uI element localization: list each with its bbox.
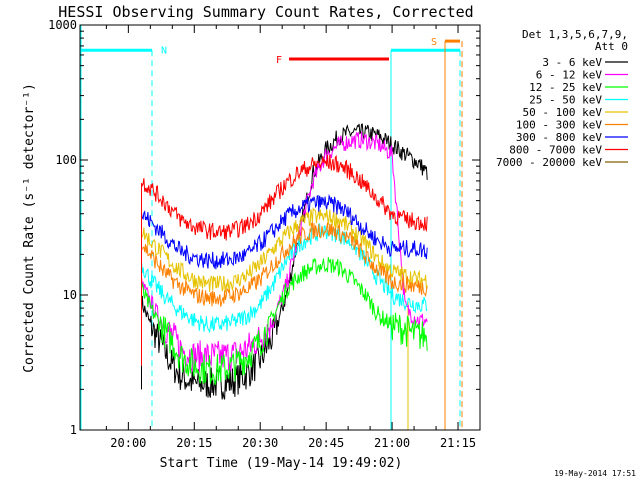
legend-label: 7000 - 20000 keV — [496, 156, 602, 169]
legend-label: 12 - 25 keV — [529, 81, 602, 94]
y-tick-label: 100 — [55, 153, 77, 167]
x-axis: 20:00 20:15 20:30 20:45 21:00 21:15 — [105, 25, 476, 450]
series-line — [141, 256, 428, 386]
x-axis-label: Start Time (19-May-14 19:49:02) — [160, 456, 403, 471]
legend-label: 50 - 100 keV — [523, 106, 603, 119]
saa-label: S — [431, 37, 437, 48]
y-tick-label: 10 — [63, 288, 77, 302]
legend-label: 300 - 800 keV — [516, 131, 602, 144]
y-axis-label: Corrected Count Rate (s⁻¹ detector⁻¹) — [22, 83, 37, 373]
y-axis: 1 10 100 1000 — [48, 18, 480, 437]
legend-header: Det 1,3,5,6,7,9, — [522, 28, 628, 41]
night-label: N — [161, 45, 167, 56]
y-tick-label: 1 — [70, 423, 77, 437]
series-line — [141, 131, 428, 373]
annotation-layer: N F S — [80, 25, 463, 430]
legend-label: 25 - 50 keV — [529, 94, 602, 107]
footer-date: 19-May-2014 17:51 — [554, 469, 636, 478]
series-line — [141, 154, 428, 366]
x-tick-label: 20:45 — [308, 436, 344, 450]
chart-title: HESSI Observing Summary Count Rates, Cor… — [58, 3, 473, 21]
y-tick-label: 1000 — [48, 18, 77, 32]
legend-label: 100 - 300 keV — [516, 119, 602, 132]
x-tick-label: 20:15 — [176, 436, 212, 450]
x-tick-label: 21:15 — [440, 436, 476, 450]
series-line — [141, 223, 428, 366]
legend-label: 800 - 7000 keV — [509, 144, 602, 157]
series-layer — [141, 123, 428, 400]
x-tick-label: 20:30 — [242, 436, 278, 450]
plot-frame — [79, 24, 481, 431]
x-tick-label: 21:00 — [374, 436, 410, 450]
legend-header: Att 0 — [595, 40, 628, 53]
legend-label: 3 - 6 keV — [542, 56, 602, 69]
x-tick-label: 20:00 — [110, 436, 146, 450]
flare-label: F — [276, 55, 282, 66]
series-line — [141, 221, 428, 366]
legend-label: 6 - 12 keV — [536, 69, 603, 82]
series-line — [141, 193, 428, 366]
series-line — [141, 206, 428, 366]
